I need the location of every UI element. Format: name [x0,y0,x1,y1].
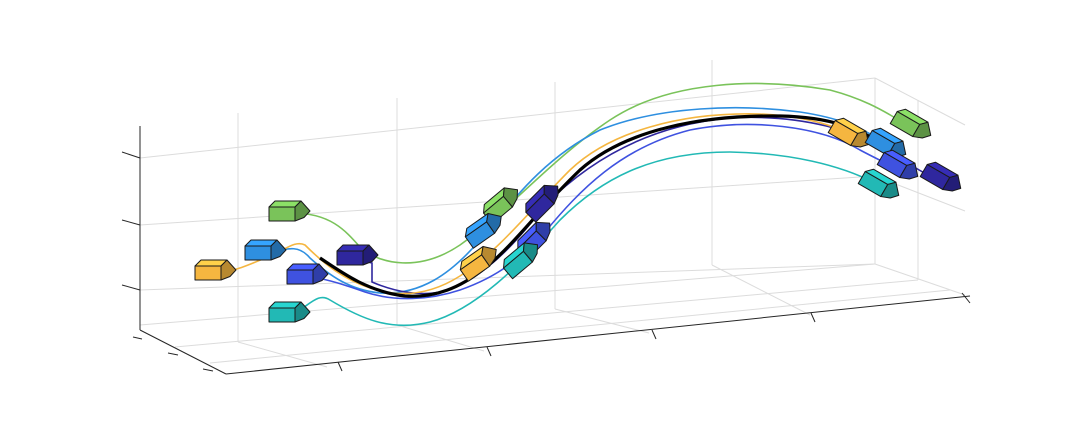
box-yellow-end [827,117,870,148]
grid-lines [139,60,966,368]
reference-path [319,114,889,298]
box-light-blue-mid [464,212,502,249]
box-navy-end [919,161,962,192]
box-teal-mid [503,242,539,280]
box-green-start [268,200,311,222]
box-teal-end [857,168,900,199]
box-navy-start [336,244,379,266]
box-green-end [889,108,932,139]
box-light-blue-start [244,239,287,261]
trajectory-blue [311,123,896,300]
trajectory-teal [291,151,876,327]
box-blue-end [876,149,919,180]
trajectory-yellow [217,113,851,295]
box-teal-start [268,301,311,323]
box-yellow-start [194,259,237,281]
box-navy-mid [525,184,559,223]
box-blue-start [286,263,329,285]
agent-boxes [194,108,962,323]
box-yellow-mid [459,245,497,282]
axes [121,126,971,375]
trajectory-green [291,82,906,264]
